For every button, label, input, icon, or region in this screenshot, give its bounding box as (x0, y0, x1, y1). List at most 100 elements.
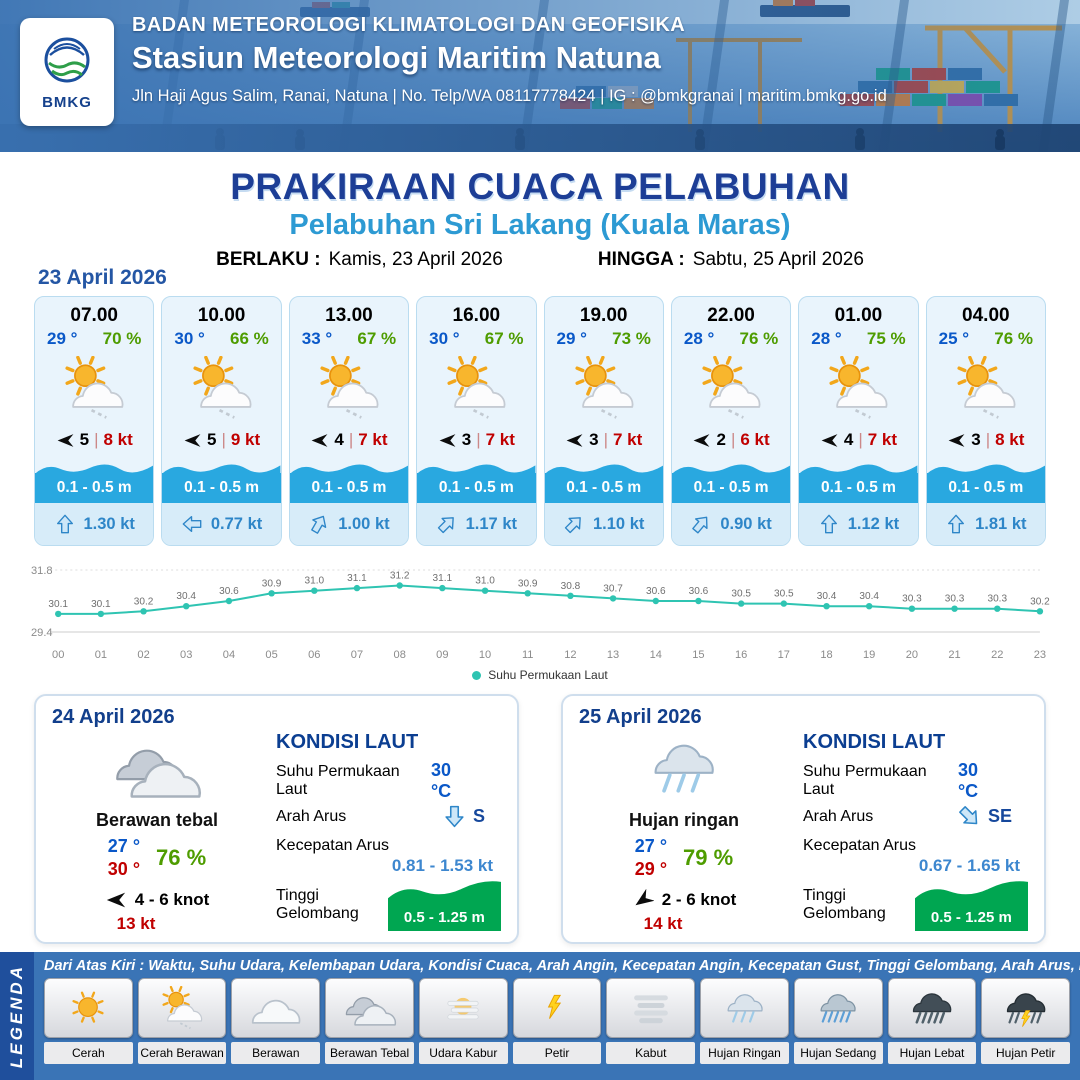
wind-direction-icon (183, 431, 202, 450)
temp-humidity-row: 28 ° 76 % (672, 327, 790, 349)
current-direction-icon (308, 513, 330, 535)
divider: | (348, 430, 354, 449)
sst-chart: 31.8 29.4 30.1 00 30.1 01 30.2 02 30.4 03 30.6 04 30… (30, 554, 1050, 682)
humidity: 76 % (739, 329, 779, 348)
legend-weather-icon (418, 978, 508, 1038)
legend-label: Cerah Berawan (137, 1042, 227, 1064)
svg-text:19: 19 (863, 649, 875, 661)
wave-height: 0.1 - 0.5 m (35, 473, 154, 503)
air-temperature: 28 ° (811, 329, 842, 348)
legend-title: LEGENDA (7, 963, 26, 1069)
station-name: Stasiun Meteorologi Maritim Natuna (132, 40, 661, 75)
wave-height: 0.5 - 1.25 m (930, 909, 1012, 926)
current-direction-label: Arah Arus (276, 807, 347, 825)
temp-humidity-row: 33 ° 67 % (290, 327, 408, 349)
temp-column: 27 ° 30 ° (108, 835, 140, 882)
wave-height-band: 0.1 - 0.5 m (926, 463, 1045, 503)
daily-forecast-card: 25 April 2026 Hujan ringan 27 ° 29 ° 79 … (561, 694, 1046, 944)
temp-humidity-row: 28 ° 75 % (799, 327, 917, 349)
humidity: 76 % (994, 329, 1033, 348)
wave-height: 0.1 - 0.5 m (671, 473, 791, 503)
legend-item: Hujan Sedang (793, 978, 883, 1064)
daily-weather-column: Berawan tebal 27 ° 30 ° 76 % 4 - 6 knot … (52, 731, 262, 934)
sea-conditions-column: KONDISI LAUT Suhu Permukaan Laut 30 °C A… (262, 731, 501, 934)
current-speed: 1.81 kt (975, 514, 1027, 533)
current-row: 1.00 kt (289, 503, 409, 545)
valid-from: BERLAKU : Kamis, 23 April 2026 (216, 249, 503, 271)
legend-label: Hujan Sedang (793, 1042, 883, 1064)
temps-row: 27 ° 30 ° 76 % (108, 835, 206, 882)
wave-height: 0.1 - 0.5 m (926, 473, 1045, 503)
wind-speed: 2 (716, 430, 726, 449)
weather-icon (290, 349, 408, 427)
legend-label: Hujan Lebat (887, 1042, 977, 1064)
wind-direction-icon (310, 431, 329, 450)
hourly-forecast-card: 07.00 29 ° 70 % 5 | 8 kt 0.1 - 0.5 m 1.3… (34, 296, 155, 546)
svg-text:13: 13 (607, 649, 619, 661)
wind-row: 3 | 7 kt (545, 427, 663, 453)
air-temperature: 30 ° (174, 329, 205, 348)
current-speed-row: Kecepatan Arus (276, 831, 501, 860)
svg-text:21: 21 (948, 649, 960, 661)
gust-speed: 8 kt (103, 430, 133, 449)
current-speed: 1.17 kt (465, 514, 517, 533)
wave-height-band: 0.1 - 0.5 m (35, 463, 154, 503)
svg-text:02: 02 (137, 649, 149, 661)
wind-row: 4 | 7 kt (799, 427, 917, 453)
air-temperature: 25 ° (938, 329, 970, 348)
current-row: 1.10 kt (544, 503, 663, 545)
bmkg-logo-text: BMKG (42, 94, 92, 111)
legend-weather-icon (887, 978, 977, 1038)
harbor-illustration (0, 0, 1080, 152)
wind-row: 3 | 8 kt (927, 427, 1045, 453)
sst-row: Suhu Permukaan Laut 30 °C (803, 760, 1028, 802)
wind-row: 2 | 6 kt (672, 427, 790, 453)
svg-text:30.3: 30.3 (987, 594, 1007, 605)
wave-height-row: Tinggi Gelombang 0.5 - 1.25 m (276, 879, 501, 931)
temp-max: 29 ° (634, 859, 668, 880)
legend-item: Hujan Ringan (700, 978, 789, 1064)
legend-note: Dari Atas Kiri : Waktu, Suhu Udara, Kele… (44, 958, 1080, 974)
sst-row: Suhu Permukaan Laut 30 °C (276, 760, 501, 802)
legend-item: Berawan (231, 978, 321, 1064)
current-row: 1.81 kt (926, 503, 1045, 545)
humidity: 70 % (102, 329, 142, 348)
wind-direction-icon (56, 431, 75, 450)
current-speed: 1.00 kt (338, 514, 390, 533)
svg-text:30.6: 30.6 (219, 586, 239, 597)
gust-speed: 8 kt (995, 430, 1025, 449)
forecast-time: 07.00 (70, 305, 118, 326)
wave-height: 0.5 - 1.25 m (403, 909, 485, 926)
legend-label: Berawan (231, 1042, 321, 1064)
temp-humidity-row: 30 ° 67 % (417, 327, 535, 349)
wave-height-band: 0.1 - 0.5 m (289, 463, 409, 503)
svg-text:30.6: 30.6 (689, 586, 709, 597)
wave-shape (914, 881, 1028, 931)
sea-conditions-title: KONDISI LAUT (803, 731, 946, 753)
hourly-forecast-card: 22.00 28 ° 76 % 2 | 6 kt 0.1 - 0.5 m 0.9… (670, 296, 792, 546)
forecast-time: 10.00 (197, 305, 246, 326)
sea-surface-temp: 30 °C (430, 760, 452, 801)
svg-text:03: 03 (180, 649, 192, 661)
legend-label: Cerah (44, 1042, 133, 1064)
forecast-time: 19.00 (579, 305, 628, 326)
svg-text:12: 12 (564, 649, 576, 661)
current-row: 1.17 kt (417, 503, 536, 545)
bmkg-logo-icon (44, 37, 90, 83)
sea-conditions-title: KONDISI LAUT (276, 731, 419, 753)
forecast-time: 04.00 (962, 305, 1010, 326)
wave-height-band: 0.1 - 0.5 m (417, 463, 536, 503)
legend-item: Hujan Lebat (887, 978, 977, 1064)
wave-height: 0.1 - 0.5 m (417, 473, 536, 503)
daily-forecast-card: 24 April 2026 Berawan tebal 27 ° 30 ° 76… (34, 694, 519, 944)
current-direction-value: S (442, 804, 501, 829)
wind-speed: 3 (461, 430, 472, 449)
chart-legend: Suhu Permukaan Laut (30, 668, 1050, 682)
valid-until-label: HINGGA : (597, 249, 685, 270)
header-text: BADAN METEOROLOGI KLIMATOLOGI DAN GEOFIS… (132, 14, 1072, 106)
hourly-forecast-card: 04.00 25 ° 76 % 3 | 8 kt 0.1 - 0.5 m 1.8… (925, 296, 1046, 546)
current-direction-icon (563, 513, 585, 535)
wave-shape (544, 464, 663, 475)
svg-text:00: 00 (52, 649, 64, 661)
svg-text:31.1: 31.1 (433, 573, 453, 584)
